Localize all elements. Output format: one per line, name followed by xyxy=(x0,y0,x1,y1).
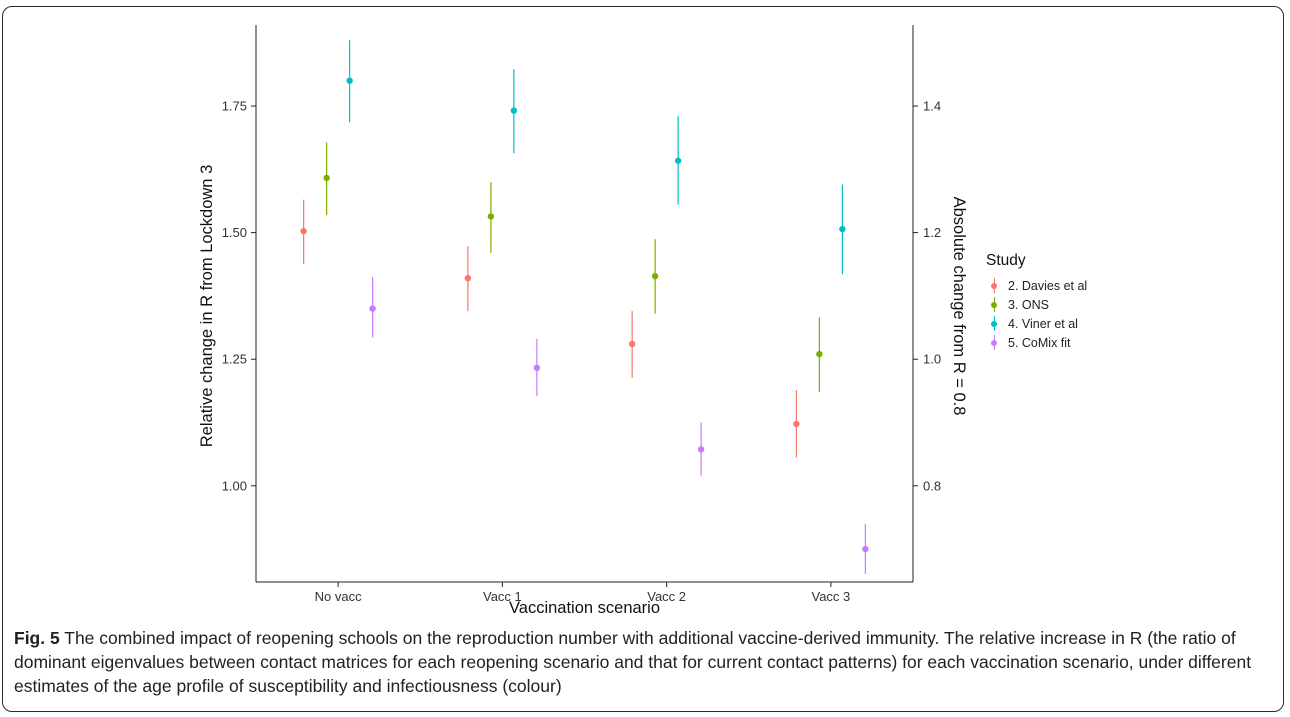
y2-axis-label: Absolute change from R = 0.8 xyxy=(950,197,968,416)
data-point xyxy=(793,420,800,428)
y-tick-label: 1.50 xyxy=(222,225,247,240)
y-axis-label: Relative change in R from Lockdown 3 xyxy=(198,165,216,447)
legend-label: 4. Viner et al xyxy=(1008,316,1078,331)
x-tick-label: Vacc 2 xyxy=(647,589,686,604)
data-point xyxy=(816,350,823,358)
legend-item: 2. Davies et al xyxy=(986,276,1087,295)
legend: Study 2. Davies et al 3. ONS 4. Viner et a… xyxy=(986,252,1087,352)
y-tick-label: 1.75 xyxy=(222,99,247,114)
data-point xyxy=(674,157,682,164)
legend-label: 3. ONS xyxy=(1008,297,1049,312)
data-point xyxy=(464,274,472,282)
chart-svg: 1.00 1.25 1.50 1.75 0.8 1.0 1.2 1.4 No vacc Vac… xyxy=(198,25,968,617)
legend-label: 5. CoMix fit xyxy=(1008,335,1071,350)
y2-tick-label: 1.4 xyxy=(923,99,941,114)
y-tick-label: 1.00 xyxy=(222,478,247,493)
y-ticks: 1.00 1.25 1.50 1.75 xyxy=(222,99,256,493)
y2-ticks: 0.8 1.0 1.2 1.4 xyxy=(913,99,941,493)
data-point xyxy=(510,107,518,114)
legend-item: 5. CoMix fit xyxy=(986,333,1087,352)
figure-frame xyxy=(2,6,1284,712)
legend-item: 3. ONS xyxy=(986,295,1087,314)
data-marks xyxy=(300,40,869,574)
y2-tick-label: 1.0 xyxy=(923,352,941,367)
legend-label: 2. Davies et al xyxy=(1008,278,1088,293)
y2-tick-label: 0.8 xyxy=(923,478,941,493)
x-axis-label: Vaccination scenario xyxy=(509,599,660,617)
data-point xyxy=(487,213,495,220)
data-point xyxy=(862,545,869,553)
legend-items: 2. Davies et al 3. ONS 4. Viner et al 5. Co… xyxy=(986,276,1087,352)
data-point xyxy=(300,227,307,235)
legend-key xyxy=(986,334,1002,351)
x-ticks: No vacc Vacc 1 Vacc 2 Vacc 3 xyxy=(315,582,850,604)
data-point xyxy=(369,305,376,312)
data-point xyxy=(533,364,541,372)
data-point xyxy=(346,77,353,84)
figure-label: Fig. 5 xyxy=(14,628,60,648)
legend-item: 4. Viner et al xyxy=(986,314,1087,333)
data-point xyxy=(323,174,330,182)
x-tick-label: Vacc 3 xyxy=(811,589,850,604)
legend-key xyxy=(986,315,1002,332)
data-point xyxy=(839,225,846,233)
figure-caption: Fig. 5 The combined impact of reopening … xyxy=(14,626,1276,698)
data-point xyxy=(628,340,636,348)
legend-key xyxy=(986,277,1002,294)
y-tick-label: 1.25 xyxy=(222,352,247,367)
caption-text: The combined impact of reopening schools… xyxy=(14,628,1252,696)
y2-tick-label: 1.2 xyxy=(923,225,941,240)
data-point xyxy=(651,272,659,280)
x-tick-label: Vacc 1 xyxy=(483,589,522,604)
legend-title: Study xyxy=(986,252,1026,269)
axes xyxy=(255,25,914,583)
x-tick-label: No vacc xyxy=(315,589,362,604)
data-point xyxy=(697,446,705,453)
legend-key xyxy=(986,296,1002,313)
